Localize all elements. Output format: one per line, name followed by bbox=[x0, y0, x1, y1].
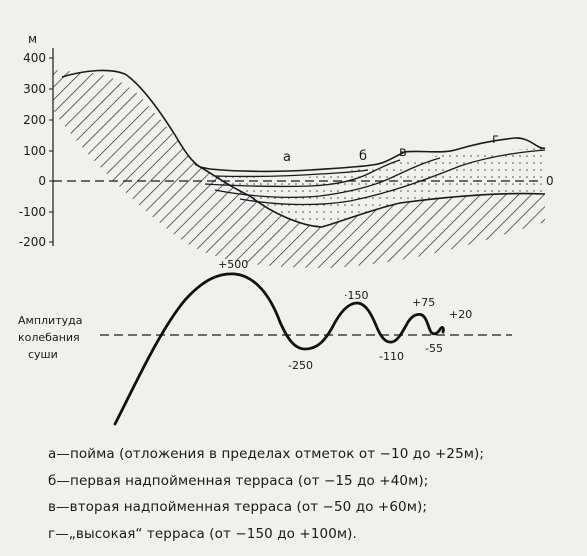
amplitude-label-line-3: суши bbox=[28, 348, 58, 361]
terrace-a-floodplain-line bbox=[214, 169, 369, 178]
amplitude-label-line-1: Амплитуда bbox=[18, 314, 82, 327]
unit-label: м bbox=[28, 32, 37, 46]
peak-label: -55 bbox=[425, 342, 443, 355]
land-oscillation-curve bbox=[113, 272, 445, 426]
peak-label: +75 bbox=[412, 296, 435, 309]
tick-label: 200 bbox=[23, 113, 46, 127]
legend: а—пойма (отложения в пределах отметок от… bbox=[48, 441, 484, 547]
peak-label: +20 bbox=[449, 308, 472, 321]
tick-label: 300 bbox=[23, 82, 46, 96]
terrace-label-b: б bbox=[359, 149, 367, 164]
geological-profile-diagram: м 400 300 200 100 0 -100 -200 0 а б в г … bbox=[18, 32, 554, 426]
tick-label: -200 bbox=[19, 235, 46, 249]
tick-label: 0 bbox=[38, 174, 46, 188]
legend-item-a: а—пойма (отложения в пределах отметок от… bbox=[48, 446, 485, 462]
terrace-label-a: а bbox=[283, 150, 291, 165]
bedrock-hatched-area bbox=[53, 70, 545, 268]
surface-profile-line bbox=[61, 69, 546, 173]
tick-label: 100 bbox=[23, 144, 46, 158]
peak-label: ·150 bbox=[344, 289, 369, 302]
erosion-base-line bbox=[194, 163, 546, 228]
legend-item-g: г—„высокая“ терраса (от −150 до +100м). bbox=[48, 525, 357, 542]
amplitude-section: Амплитуда колебания суши +500 -250 ·150 … bbox=[18, 258, 512, 426]
terrace-label-v: в bbox=[399, 145, 407, 160]
tick-label: 400 bbox=[23, 51, 46, 65]
terrace-b-line bbox=[204, 159, 401, 188]
legend-item-v: в—вторая надпойменная терраса (от −50 до… bbox=[48, 499, 428, 515]
amplitude-label-line-2: колебания bbox=[18, 331, 80, 344]
tick-label: -100 bbox=[19, 205, 46, 219]
sediment-dotted-area bbox=[198, 148, 545, 227]
peak-label: -110 bbox=[379, 350, 404, 363]
peak-label: +500 bbox=[218, 258, 248, 271]
peak-label: -250 bbox=[288, 359, 313, 372]
terrace-label-g: г bbox=[492, 132, 499, 147]
elevation-axis: м 400 300 200 100 0 -100 -200 bbox=[19, 32, 54, 249]
terrace-g-line bbox=[239, 149, 546, 206]
legend-item-b: б—первая надпойменная терраса (от −15 до… bbox=[48, 472, 429, 489]
terrace-v-line bbox=[214, 157, 441, 198]
zero-right-label: 0 bbox=[546, 174, 554, 188]
